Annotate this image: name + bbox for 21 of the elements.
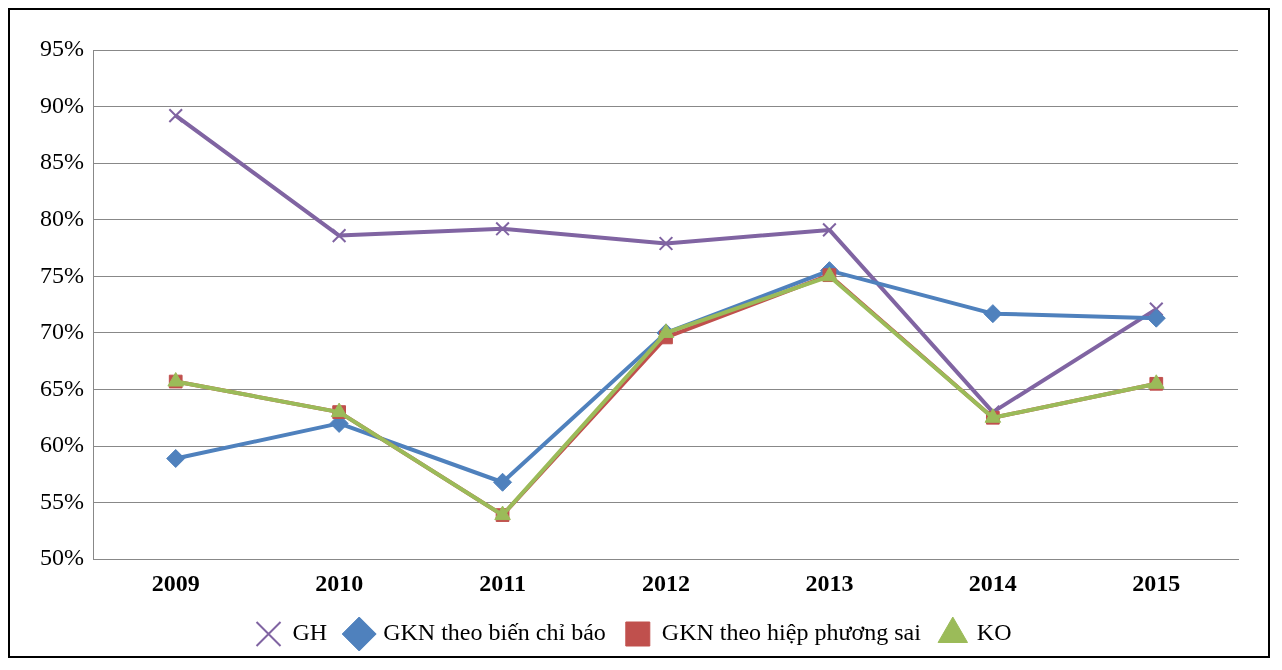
y-tick-label: 75% <box>39 261 84 288</box>
y-tick-label: 80% <box>39 205 84 232</box>
x-tick-label: 2012 <box>642 569 690 596</box>
y-tick-label: 85% <box>39 148 84 175</box>
legend-label: GH <box>292 619 328 646</box>
x-tick-label: 2014 <box>968 569 1017 596</box>
x-tick-label: 2013 <box>805 569 854 596</box>
y-tick-label: 60% <box>39 431 84 458</box>
x-tick-label: 2010 <box>315 569 364 596</box>
y-tick-label: 65% <box>39 374 84 401</box>
x-tick-label: 2011 <box>479 569 526 596</box>
y-tick-label: 70% <box>39 318 84 345</box>
legend-label: GKN theo hiệp phương sai <box>661 619 922 646</box>
x-tick-label: 2015 <box>1132 569 1181 596</box>
y-tick-label: 50% <box>39 544 84 571</box>
y-tick-label: 95% <box>39 35 84 62</box>
legend-label: GKN theo biến chỉ báo <box>383 619 606 646</box>
x-tick-label: 2009 <box>151 569 200 596</box>
y-tick-label: 90% <box>39 91 84 118</box>
y-tick-label: 55% <box>39 487 84 514</box>
legend-label: KO <box>976 619 1012 646</box>
